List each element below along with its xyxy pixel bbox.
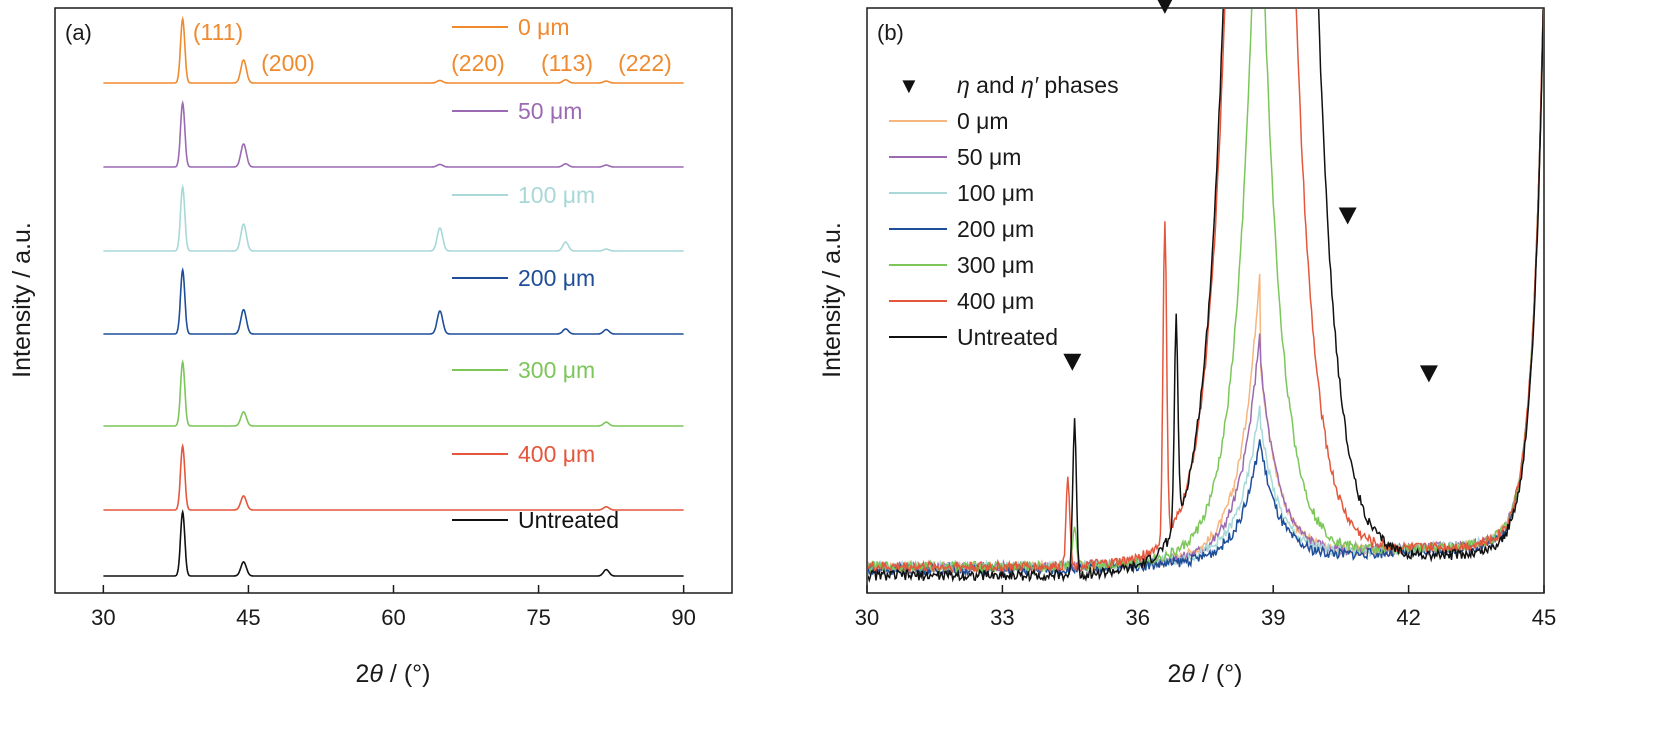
panel-a-peak-label-200: (200): [261, 50, 315, 76]
panel-b-label: (b): [877, 20, 904, 45]
panel-a-trace-300-m: [103, 359, 684, 427]
panel-a: (a) Intensity / a.u. 2θ / (°) 30 45 60 75 90…: [8, 7, 733, 688]
panel-b-markers: [1063, 0, 1438, 383]
panel-b-legend: ▼ η and η′ phases 0 μm 50 μm 100 μm 200 μm 3…: [889, 72, 1119, 350]
panel-b-xtick-label-42: 42: [1396, 605, 1420, 630]
panel-a-legend-label-100-m: 100 μm: [518, 182, 595, 208]
panel-b-phase-marker-3: [1338, 207, 1357, 225]
legend-marker-label: η and η′ phases: [957, 72, 1119, 98]
panel-b-legend-label-100-m: 100 μm: [957, 180, 1034, 206]
panel-a-legend-label-untreated: Untreated: [518, 507, 619, 533]
panel-a-trace-50-m: [103, 100, 684, 168]
panel-a-ylabel: Intensity / a.u.: [8, 222, 36, 378]
panel-a-xtick-label-45: 45: [236, 605, 260, 630]
panel-a-legend-label-400-m: 400 μm: [518, 441, 595, 467]
panel-a-peak-label-222: (222): [618, 50, 672, 76]
panel-a-traces: [103, 16, 684, 577]
panel-b-trace-untreated: [868, 9, 1543, 583]
panel-a-peak-label-220: (220): [451, 50, 505, 76]
panel-a-legend: 0 μm 50 μm 100 μm 200 μm 300 μm 400 μm Untreat…: [452, 14, 619, 533]
panel-b-trace-400-m: [868, 9, 1543, 574]
panel-b-frame: [866, 7, 1545, 594]
panel-a-peak-labels: (111) (200) (220) (113) (222): [193, 19, 672, 76]
panel-b-phase-marker-1: [1063, 353, 1082, 371]
panel-b-xtick-label-45: 45: [1532, 605, 1556, 630]
panel-b-ticks: 30 33 36 39 42 45: [855, 585, 1556, 630]
panel-a-trace-untreated: [103, 509, 684, 577]
panel-a-ticks: 30 45 60 75 90: [91, 585, 696, 630]
panel-a-xtick-label-90: 90: [671, 605, 695, 630]
panel-b-legend-label-0-m: 0 μm: [957, 108, 1009, 134]
panel-a-xtick-label-75: 75: [526, 605, 550, 630]
panel-b-legend-label-untreated: Untreated: [957, 324, 1058, 350]
panel-a-frame: [54, 7, 733, 594]
panel-a-trace-100-m: [103, 184, 684, 252]
panel-b-legend-label-200-m: 200 μm: [957, 216, 1034, 242]
panel-b-xtick-label-33: 33: [990, 605, 1014, 630]
panel-a-trace-400-m: [103, 443, 684, 511]
panel-b-traces: [868, 9, 1543, 583]
panel-a-peak-label-113: (113): [541, 50, 593, 76]
panel-a-xtick-label-60: 60: [381, 605, 405, 630]
panel-b-legend-label-50-m: 50 μm: [957, 144, 1021, 170]
panel-b-xlabel: 2θ / (°): [1168, 660, 1243, 688]
panel-b: (b) Intensity / a.u. 2θ / (°) 30 33 36 39 42…: [818, 0, 1556, 688]
panel-a-xtick-label-30: 30: [91, 605, 115, 630]
panel-b-xtick-label-36: 36: [1126, 605, 1150, 630]
panel-b-phase-marker-2: [1157, 0, 1173, 14]
panel-a-label: (a): [65, 20, 92, 45]
panel-a-xlabel: 2θ / (°): [356, 660, 431, 688]
panel-a-trace-200-m: [103, 267, 684, 335]
panel-b-legend-label-400-m: 400 μm: [957, 288, 1034, 314]
panel-b-ylabel: Intensity / a.u.: [818, 222, 846, 378]
panel-a-legend-label-0-m: 0 μm: [518, 14, 570, 40]
panel-a-legend-label-200-m: 200 μm: [518, 265, 595, 291]
panel-b-xtick-label-30: 30: [855, 605, 879, 630]
panel-b-xtick-label-39: 39: [1261, 605, 1285, 630]
panel-a-legend-label-50-m: 50 μm: [518, 98, 582, 124]
panel-a-legend-label-300-m: 300 μm: [518, 357, 595, 383]
legend-marker-symbol: ▼: [898, 73, 920, 98]
panel-b-legend-label-300-m: 300 μm: [957, 252, 1034, 278]
panel-b-phase-marker-4: [1419, 365, 1438, 383]
panel-a-trace-0-m: [103, 16, 684, 84]
panel-a-peak-label-111: (111): [193, 19, 243, 45]
